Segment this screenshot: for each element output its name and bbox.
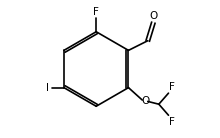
Text: F: F: [93, 7, 99, 17]
Text: I: I: [46, 83, 50, 93]
Text: O: O: [142, 96, 150, 106]
Text: F: F: [169, 82, 175, 92]
Text: O: O: [149, 11, 158, 21]
Text: F: F: [169, 117, 175, 127]
